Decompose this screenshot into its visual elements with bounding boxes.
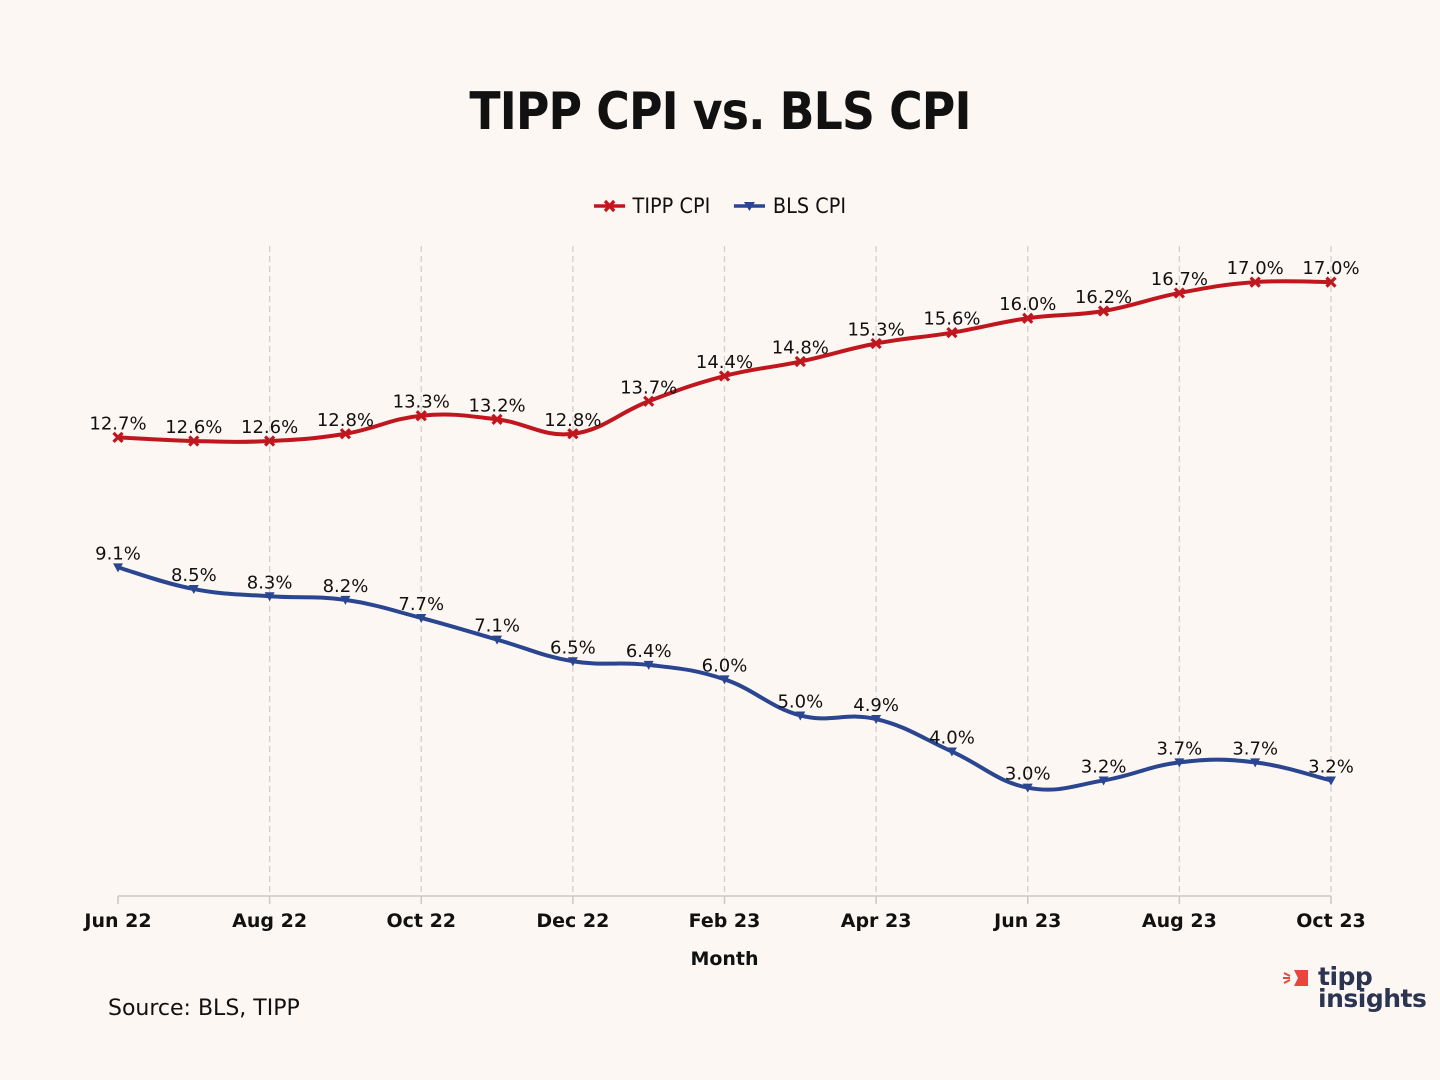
- source-note: Source: BLS, TIPP: [108, 996, 300, 1021]
- data-point-marker[interactable]: [188, 585, 199, 595]
- x-axis-title: Month: [690, 948, 758, 970]
- data-point-marker[interactable]: [643, 660, 654, 670]
- x-tick-label: Feb 23: [689, 910, 761, 932]
- data-point-marker[interactable]: [492, 635, 503, 645]
- x-tick-label: Aug 22: [232, 910, 307, 932]
- logo-text-tipp: tipp: [1318, 962, 1373, 991]
- series: 12.7% 12.6% 12.6% 12.8% 13.3% 13.2% 12.8% 13.7%…: [89, 258, 1360, 793]
- data-point-marker[interactable]: [946, 327, 958, 339]
- data-label: 12.8%: [317, 410, 374, 431]
- data-point-marker[interactable]: [1022, 312, 1034, 324]
- data-point-marker[interactable]: [188, 435, 200, 447]
- chart-title: TIPP CPI vs. BLS CPI: [469, 82, 971, 142]
- data-point-marker[interactable]: [567, 657, 578, 667]
- data-point-marker[interactable]: [264, 592, 275, 602]
- data-label: 12.7%: [89, 413, 146, 434]
- data-label: 7.7%: [398, 594, 444, 615]
- data-point-marker[interactable]: [1174, 758, 1185, 768]
- data-point-marker[interactable]: [1098, 776, 1109, 786]
- legend-label-bls: BLS CPI: [772, 194, 847, 218]
- data-label: 8.2%: [323, 576, 369, 597]
- data-label: 16.7%: [1151, 269, 1208, 290]
- data-label: 12.8%: [544, 410, 601, 431]
- logo-flag-icon: [1283, 970, 1308, 986]
- data-label: 7.1%: [474, 616, 520, 637]
- x-tick-label: Oct 22: [386, 910, 456, 932]
- data-point-marker[interactable]: [1325, 276, 1337, 288]
- data-label: 5.0%: [777, 691, 823, 712]
- data-point-marker[interactable]: [491, 413, 503, 425]
- data-point-marker[interactable]: [718, 370, 731, 382]
- data-point-marker[interactable]: [339, 428, 352, 440]
- series-bls-cpi: 9.1% 8.5% 8.3% 8.2% 7.7% 7.1% 6.5% 6.4% 6.0% 5.0%…: [95, 543, 1354, 793]
- legend-item-tipp[interactable]: TIPP CPI: [593, 194, 711, 218]
- data-label: 3.2%: [1081, 756, 1127, 777]
- data-label: 14.4%: [696, 352, 753, 373]
- x-axis-ticks: Jun 22 Aug 22 Oct 22 Dec 22 Feb 23 Apr 23 Jun …: [82, 896, 1366, 932]
- legend-label-tipp: TIPP CPI: [632, 194, 711, 218]
- data-label: 8.3%: [247, 572, 293, 593]
- data-point-marker[interactable]: [1097, 305, 1110, 317]
- data-point-marker[interactable]: [719, 675, 730, 685]
- data-point-marker[interactable]: [946, 747, 957, 757]
- logo-text-insights: insights: [1318, 984, 1427, 1013]
- data-label: 16.2%: [1075, 287, 1132, 308]
- data-point-marker[interactable]: [415, 410, 427, 422]
- x-tick-label: Aug 23: [1142, 910, 1217, 932]
- data-label: 8.5%: [171, 565, 217, 586]
- data-point-marker[interactable]: [795, 711, 806, 721]
- x-tick-label: Jun 22: [82, 910, 151, 932]
- series-tipp-cpi: 12.7% 12.6% 12.6% 12.8% 13.3% 13.2% 12.8% 13.7%…: [89, 258, 1360, 447]
- x-tick-label: Jun 23: [992, 910, 1061, 932]
- data-point-marker[interactable]: [112, 431, 124, 444]
- data-label: 6.0%: [702, 655, 748, 676]
- data-point-marker[interactable]: [1022, 783, 1033, 793]
- data-point-marker[interactable]: [113, 563, 123, 573]
- data-point-marker[interactable]: [871, 715, 882, 725]
- data-label: 9.1%: [95, 543, 141, 564]
- data-label: 13.2%: [468, 395, 525, 416]
- data-point-marker[interactable]: [1173, 287, 1186, 299]
- data-label: 6.4%: [626, 641, 672, 662]
- data-label: 12.6%: [241, 417, 298, 438]
- legend-swatch-tipp-icon: [593, 199, 626, 213]
- data-label: 16.0%: [999, 294, 1056, 315]
- data-label: 12.6%: [165, 417, 222, 438]
- data-label: 3.7%: [1157, 738, 1203, 759]
- data-point-marker[interactable]: [1326, 776, 1336, 786]
- data-point-marker[interactable]: [1250, 758, 1261, 768]
- data-label: 13.7%: [620, 377, 677, 398]
- data-label: 15.3%: [848, 320, 905, 341]
- data-label: 4.9%: [853, 695, 899, 716]
- data-label: 3.7%: [1232, 738, 1278, 759]
- data-point-marker[interactable]: [567, 428, 579, 440]
- series-line-bls-cpi: [116, 565, 1333, 792]
- x-tick-label: Apr 23: [841, 910, 912, 932]
- data-label: 17.0%: [1227, 258, 1284, 279]
- data-label: 3.2%: [1308, 756, 1354, 777]
- data-label: 13.3%: [393, 392, 450, 413]
- data-point-marker[interactable]: [340, 595, 351, 605]
- legend-swatch-bls-icon: [734, 202, 766, 211]
- data-point-marker[interactable]: [870, 337, 882, 350]
- tipp-insights-logo: tipp insights: [1282, 962, 1432, 1016]
- data-label: 15.6%: [923, 309, 980, 330]
- data-point-marker[interactable]: [1249, 276, 1261, 288]
- x-tick-label: Oct 23: [1296, 910, 1366, 932]
- gridlines: [268, 246, 1332, 896]
- data-label: 17.0%: [1302, 258, 1359, 279]
- data-label: 6.5%: [550, 637, 596, 658]
- legend: TIPP CPI BLS CPI: [58, 194, 1383, 218]
- data-label: 3.0%: [1005, 764, 1051, 785]
- data-label: 4.0%: [929, 728, 975, 749]
- data-point-marker[interactable]: [794, 355, 806, 368]
- data-point-marker[interactable]: [263, 435, 276, 447]
- data-point-marker[interactable]: [643, 395, 655, 407]
- legend-item-bls[interactable]: BLS CPI: [734, 194, 846, 218]
- x-tick-label: Dec 22: [536, 910, 609, 932]
- data-label: 14.8%: [772, 338, 829, 359]
- data-point-marker[interactable]: [416, 613, 427, 623]
